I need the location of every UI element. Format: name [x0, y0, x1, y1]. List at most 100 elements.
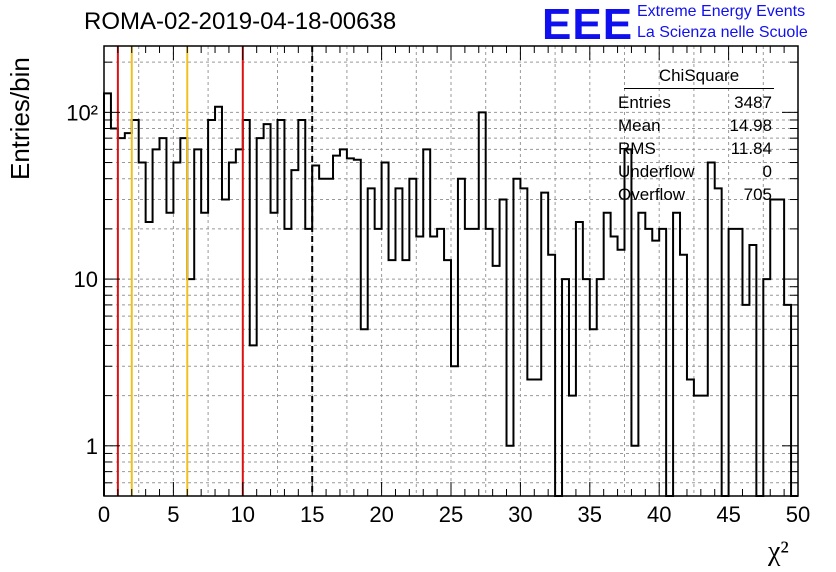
y-axis-label: Entries/bin [5, 57, 35, 180]
histogram-bin [479, 112, 486, 496]
stats-value: 705 [743, 185, 772, 204]
logo-tagline-2: La Scienza nelle Scuole [637, 24, 808, 41]
histogram-bin [638, 213, 645, 496]
histogram-bin [194, 149, 201, 496]
histogram-bin [250, 345, 257, 496]
histogram-bin [146, 222, 153, 496]
histogram-bin [215, 107, 222, 496]
histogram-bin [541, 193, 548, 496]
histogram-bin [451, 366, 458, 496]
histogram-bin [361, 329, 368, 496]
histogram-bin [333, 156, 340, 496]
stats-label: Entries [618, 93, 671, 112]
histogram-bin [548, 255, 555, 496]
stats-label: Overflow [618, 185, 686, 204]
stats-label: Underflow [618, 162, 695, 181]
histogram-bin [284, 229, 291, 496]
histogram-bin [618, 250, 625, 496]
histogram-bin [347, 158, 354, 496]
histogram-bin [715, 188, 722, 496]
histogram-bin [395, 188, 402, 496]
histogram-bin [736, 229, 743, 496]
histogram-bin [701, 396, 708, 496]
histogram-bin [201, 213, 208, 496]
histogram-bin [770, 200, 777, 496]
histogram-bin [340, 149, 347, 496]
histogram-bin [430, 237, 437, 496]
stats-row-overflow: Overflow 705 [612, 183, 780, 206]
histogram-bin [368, 188, 375, 496]
histogram-bin [389, 260, 396, 496]
histogram-bin [236, 149, 243, 496]
histogram-bin [465, 229, 472, 496]
histogram-bin [354, 160, 361, 496]
histogram-bin [382, 163, 389, 496]
histogram-bin [326, 179, 333, 496]
histogram-bin [604, 213, 611, 496]
histogram-bin [118, 138, 125, 496]
histogram-bin [680, 255, 687, 496]
histogram-bin [534, 379, 541, 496]
histogram-bin [111, 129, 118, 496]
histogram-bin [708, 163, 715, 496]
histogram-bin [423, 149, 430, 496]
histogram-bin [402, 260, 409, 496]
histogram-bin [652, 241, 659, 496]
histogram-bin [507, 446, 514, 496]
histogram-bin [645, 229, 652, 496]
x-tick-label: 10 [231, 502, 255, 527]
histogram-bin [742, 305, 749, 496]
histogram-bin [513, 179, 520, 496]
x-tick-label: 45 [716, 502, 740, 527]
histogram-bin [729, 229, 736, 496]
x-tick-label: 40 [647, 502, 671, 527]
histogram-bin [444, 260, 451, 496]
stats-row-mean: Mean 14.98 [612, 114, 780, 137]
histogram-bin [527, 379, 534, 496]
histogram-bin [784, 305, 791, 496]
histogram-bin [160, 138, 167, 496]
histogram-bin [562, 279, 569, 496]
stats-label: RMS [618, 139, 656, 158]
histogram-bin [687, 379, 694, 496]
histogram-bin [104, 93, 111, 496]
histogram-bin [125, 133, 132, 496]
logo-tagline-1: Extreme Energy Events [637, 3, 806, 20]
histogram-bin [257, 138, 264, 496]
histogram-bin [312, 165, 319, 496]
histogram-bin [375, 229, 382, 496]
histogram-bin [298, 120, 305, 496]
histogram-bin [222, 200, 229, 496]
histogram-bin [659, 229, 666, 496]
histogram-bin [437, 229, 444, 496]
histogram-bin [763, 279, 770, 496]
stats-value: 14.98 [729, 116, 772, 135]
chart-title: ROMA-02-2019-04-18-00638 [84, 8, 397, 35]
stats-box: ChiSquare Entries 3487 Mean 14.98 RMS 11.84… [612, 66, 780, 206]
stats-value: 0 [762, 162, 772, 181]
y-tick-label: 10² [66, 100, 98, 125]
histogram-bin [486, 229, 493, 496]
histogram-bin [180, 138, 187, 496]
stats-row-entries: Entries 3487 [612, 91, 780, 114]
x-tick-label: 35 [578, 502, 602, 527]
histogram-bin [673, 213, 680, 496]
histogram-bin [694, 396, 701, 496]
stats-label: Mean [618, 116, 661, 135]
x-tick-label: 15 [300, 502, 324, 527]
histogram-bin [278, 120, 285, 496]
histogram-bin [132, 120, 139, 496]
histogram-bin [319, 179, 326, 496]
histogram-bin [271, 213, 278, 496]
stats-row-underflow: Underflow 0 [612, 160, 780, 183]
histogram-bin [229, 163, 236, 496]
x-tick-label: 25 [439, 502, 463, 527]
histogram-bin [520, 188, 527, 496]
histogram-bin [777, 200, 784, 496]
histogram-bin [187, 279, 194, 496]
histogram-bin [583, 279, 590, 496]
histogram-bin [264, 124, 271, 496]
stats-box-title: ChiSquare [624, 66, 774, 89]
histogram-outline [103, 92, 798, 497]
